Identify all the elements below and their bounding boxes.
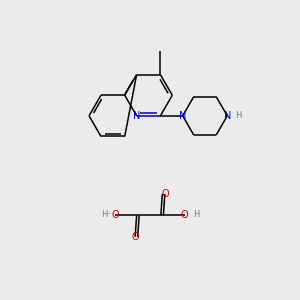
Text: O: O (111, 210, 119, 220)
Text: H: H (101, 210, 107, 219)
Text: H: H (193, 210, 199, 219)
Text: O: O (161, 189, 169, 199)
Text: O: O (131, 232, 139, 242)
Text: ·: · (107, 210, 110, 219)
Text: N: N (224, 111, 231, 121)
Text: N: N (133, 111, 140, 121)
Text: H: H (236, 111, 242, 120)
Text: N: N (179, 111, 186, 121)
Text: O: O (181, 210, 189, 220)
